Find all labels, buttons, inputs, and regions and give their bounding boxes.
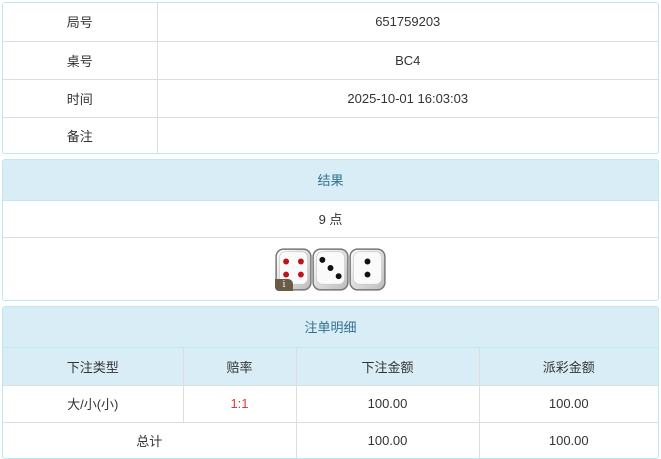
info-icon[interactable]: i [275, 278, 293, 291]
bet-details-title: 注单明细 [3, 307, 658, 348]
pip [319, 256, 326, 263]
bet-type: 大/小(小) [3, 384, 184, 423]
table-row: 时间 2025-10-01 16:03:03 [3, 78, 658, 118]
dice-group: i [275, 247, 386, 291]
table-header-row: 下注类型 赔率 下注金额 派彩金额 [3, 348, 658, 386]
dice-row: i [3, 238, 658, 300]
pip [364, 271, 371, 277]
pip [327, 264, 334, 271]
round-info-panel: 局号 651759203 桌号 BC4 时间 2025-10-01 16:03:03 … [2, 2, 659, 154]
value-time: 2025-10-01 16:03:03 [156, 78, 658, 118]
result-panel: 结果 9 点 i [2, 159, 659, 301]
label-table: 桌号 [3, 40, 158, 80]
label-remark: 备注 [3, 116, 158, 153]
label-time: 时间 [3, 78, 158, 118]
total-label: 总计 [3, 421, 297, 458]
header-bet-amount: 下注金额 [295, 348, 480, 386]
value-remark [156, 116, 658, 153]
table-row: 备注 [3, 116, 658, 153]
bet-details-table: 下注类型 赔率 下注金额 派彩金额 大/小(小) 1:1 100.00 100.… [3, 348, 658, 458]
value-table: BC4 [156, 40, 658, 80]
header-bet-type: 下注类型 [3, 348, 184, 386]
table-row: 大/小(小) 1:1 100.00 100.00 [3, 384, 658, 423]
value-round: 651759203 [156, 3, 658, 42]
total-payout: 100.00 [478, 421, 658, 458]
table-row: 局号 651759203 [3, 3, 658, 42]
pip [297, 258, 304, 264]
die-3 [349, 247, 386, 291]
table-row: 桌号 BC4 [3, 40, 658, 80]
bet-details-panel: 注单明细 下注类型 赔率 下注金额 派彩金额 大/小(小) 1:1 100.00… [2, 306, 659, 459]
total-row: 总计 100.00 100.00 [3, 421, 658, 458]
result-points: 9 点 [3, 201, 658, 238]
bet-amount: 100.00 [295, 384, 480, 423]
odds: 1:1 [182, 384, 297, 423]
die-2 [312, 247, 349, 291]
result-title: 结果 [3, 160, 658, 201]
round-info-table: 局号 651759203 桌号 BC4 时间 2025-10-01 16:03:03 … [3, 3, 658, 153]
pip [283, 258, 290, 264]
payout: 100.00 [478, 384, 658, 423]
header-payout: 派彩金额 [478, 348, 658, 386]
pip [283, 271, 290, 277]
pip [297, 271, 304, 277]
label-round: 局号 [3, 3, 158, 42]
pip [335, 272, 342, 279]
total-bet: 100.00 [295, 421, 480, 458]
pip [364, 258, 371, 264]
header-odds: 赔率 [182, 348, 297, 386]
